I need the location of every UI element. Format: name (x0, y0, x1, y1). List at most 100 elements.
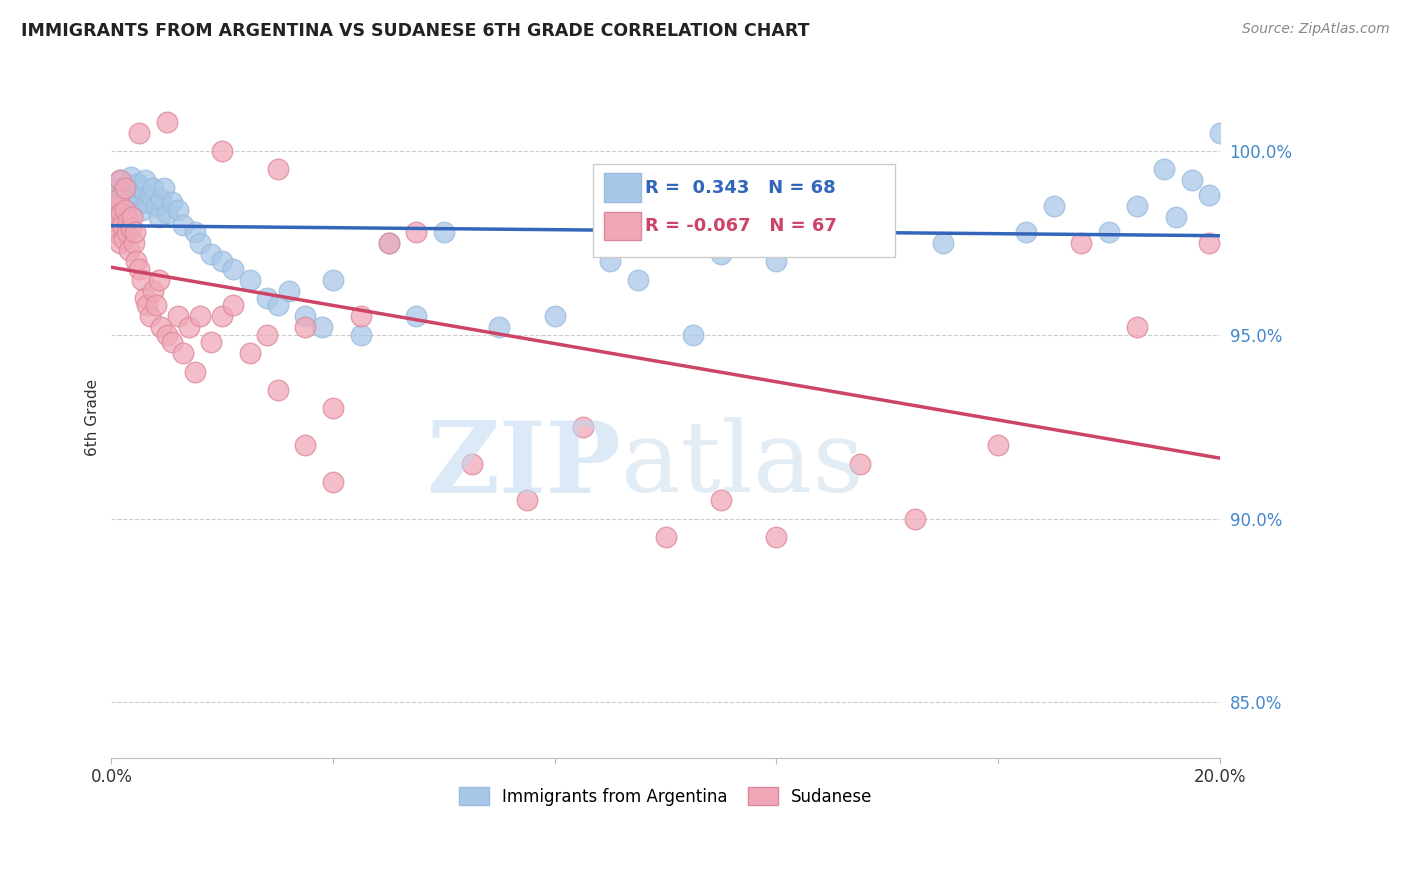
Point (1209, 126, 1232, 140)
Point (1198, 188, 1220, 202)
Point (516, 493, 538, 508)
Point (311, 320, 333, 334)
Point (145, 199, 167, 213)
Point (183, 365, 205, 379)
Point (405, 310, 427, 324)
Point (134, 173, 156, 187)
Point (1198, 235, 1220, 250)
Point (131, 202, 153, 217)
Point (129, 180, 152, 194)
Point (571, 419, 593, 434)
Text: R =  0.343   N = 68: R = 0.343 N = 68 (645, 178, 835, 196)
Point (125, 254, 148, 268)
Point (987, 438, 1010, 452)
Point (131, 273, 153, 287)
Point (256, 327, 278, 342)
Point (932, 235, 955, 250)
Point (1181, 173, 1204, 187)
Point (222, 298, 245, 312)
Point (222, 261, 245, 276)
Point (121, 210, 143, 224)
Point (120, 169, 142, 184)
Point (256, 291, 278, 305)
Legend: Immigrants from Argentina, Sudanese: Immigrants from Argentina, Sudanese (450, 779, 880, 814)
Point (125, 199, 148, 213)
Point (294, 320, 316, 334)
Point (188, 235, 211, 250)
Point (128, 192, 150, 206)
Point (172, 346, 194, 360)
Point (644, 235, 666, 250)
Point (1042, 199, 1064, 213)
Point (107, 192, 129, 206)
Point (124, 180, 146, 194)
Point (211, 144, 233, 158)
Point (142, 284, 165, 298)
Point (350, 327, 373, 342)
Point (1125, 320, 1147, 334)
Point (322, 475, 344, 489)
Point (710, 247, 733, 261)
Point (121, 195, 143, 210)
Point (124, 225, 146, 239)
Point (142, 180, 165, 194)
Point (115, 225, 138, 239)
Point (117, 214, 139, 228)
Point (710, 493, 733, 508)
Point (277, 284, 299, 298)
Point (128, 126, 150, 140)
Point (136, 298, 159, 312)
Point (127, 177, 149, 191)
Point (599, 254, 621, 268)
Point (148, 210, 170, 224)
Text: ZIP: ZIP (426, 417, 621, 514)
Point (118, 206, 141, 220)
Point (682, 327, 704, 342)
Point (112, 180, 135, 194)
Point (239, 273, 262, 287)
Point (848, 457, 870, 471)
Point (1153, 162, 1175, 177)
Point (167, 310, 190, 324)
Point (848, 235, 870, 250)
Point (904, 511, 927, 525)
Point (132, 185, 155, 199)
Point (110, 206, 132, 220)
Point (139, 310, 162, 324)
Point (200, 247, 222, 261)
Point (107, 199, 129, 213)
Point (177, 320, 200, 334)
Point (111, 202, 134, 217)
Point (188, 310, 211, 324)
Point (294, 310, 316, 324)
Point (162, 195, 184, 210)
Point (405, 225, 427, 239)
Point (103, 210, 125, 224)
Point (162, 335, 184, 350)
Point (460, 457, 482, 471)
Point (156, 327, 179, 342)
Point (211, 254, 233, 268)
Point (200, 335, 222, 350)
Point (599, 225, 621, 239)
Point (134, 291, 156, 305)
Point (377, 235, 399, 250)
Text: Source: ZipAtlas.com: Source: ZipAtlas.com (1241, 22, 1389, 37)
Point (136, 195, 159, 210)
Point (266, 162, 288, 177)
Point (239, 346, 262, 360)
Point (167, 202, 190, 217)
Point (150, 192, 173, 206)
Point (322, 401, 344, 416)
Point (105, 210, 128, 224)
Point (104, 225, 127, 239)
Point (433, 225, 456, 239)
Point (544, 310, 567, 324)
Point (654, 530, 676, 544)
Point (1164, 210, 1187, 224)
Point (1125, 199, 1147, 213)
Point (114, 180, 136, 194)
Point (122, 235, 145, 250)
Point (322, 273, 344, 287)
Point (377, 235, 399, 250)
